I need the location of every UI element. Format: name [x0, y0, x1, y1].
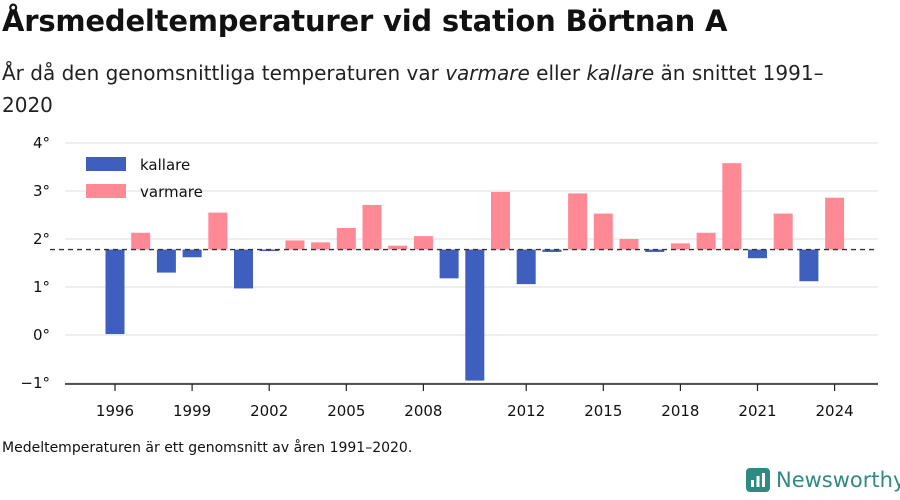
- x-tick-label: 2012: [507, 402, 545, 420]
- y-tick-label: 0°: [33, 326, 50, 344]
- y-tick-label: 3°: [33, 182, 50, 200]
- bar-2000-varmare: [208, 212, 228, 250]
- x-tick-label: 2018: [661, 402, 699, 420]
- legend-swatch-kallare: [86, 157, 126, 171]
- bar-1998-kallare: [156, 249, 176, 273]
- brand-name: Newsworthy: [776, 468, 900, 492]
- bar-2009-kallare: [439, 249, 459, 279]
- legend: kallare varmare: [86, 156, 203, 201]
- bar-2024-varmare: [825, 197, 845, 250]
- subtitle-text-2: eller: [529, 61, 587, 85]
- grid-lines: [65, 142, 878, 384]
- y-tick-label: 1°: [33, 278, 50, 296]
- subtitle-text-1: År då den genomsnittliga temperaturen va…: [2, 61, 446, 85]
- bar-1996-kallare: [105, 249, 125, 335]
- y-tick-label: 4°: [33, 134, 50, 152]
- chart-subtitle: År då den genomsnittliga temperaturen va…: [2, 57, 862, 121]
- x-tick-label: 2021: [738, 402, 776, 420]
- bar-2005-varmare: [336, 227, 356, 250]
- bar-1997-varmare: [131, 232, 151, 250]
- bar-2023-kallare: [799, 249, 819, 282]
- bar-2019-varmare: [696, 232, 716, 250]
- axes: 4° 3° 2° 1° 0° −1° 1996 1999 2002 2005 2008 2012 201…: [20, 134, 878, 420]
- bar-2004-varmare: [311, 242, 331, 250]
- x-tick-label: 1996: [96, 402, 134, 420]
- legend-swatch-varmare: [86, 184, 126, 198]
- temperature-bar-chart: 4° 3° 2° 1° 0° −1° 1996 1999 2002 2005 2008 2012 201…: [20, 134, 878, 420]
- bars: [105, 163, 845, 381]
- bar-2011-varmare: [491, 191, 510, 250]
- x-tick-label: 1999: [173, 402, 211, 420]
- bar-2002-kallare: [259, 249, 279, 252]
- chart-title: Årsmedeltemperaturer vid station Börtnan…: [2, 4, 728, 38]
- bar-2020-varmare: [722, 163, 742, 250]
- bar-1999-kallare: [182, 249, 202, 258]
- bar-2021-kallare: [748, 249, 767, 259]
- subtitle-cold-word: kallare: [586, 61, 655, 85]
- bar-2012-kallare: [516, 249, 536, 285]
- bar-2018-varmare: [670, 243, 690, 250]
- bar-2015-varmare: [593, 213, 613, 250]
- x-tick-label: 2008: [404, 402, 442, 420]
- y-tick-label: 2°: [33, 230, 50, 248]
- bar-2017-kallare: [645, 249, 665, 252]
- bar-2016-varmare: [619, 239, 639, 250]
- footnote: Medeltemperaturen är ett genomsnitt av å…: [2, 440, 413, 456]
- legend-label-kallare: kallare: [140, 156, 190, 174]
- bar-2013-kallare: [542, 249, 562, 252]
- bar-2022-varmare: [773, 213, 793, 250]
- bar-2001-kallare: [234, 249, 253, 289]
- bar-2003-varmare: [285, 240, 305, 250]
- bar-2006-varmare: [362, 204, 382, 250]
- bar-chart-logo-icon: [746, 468, 770, 492]
- bar-2008-varmare: [413, 236, 433, 250]
- legend-label-varmare: varmare: [140, 183, 203, 201]
- bar-2007-varmare: [388, 245, 408, 250]
- subtitle-text-3: än snittet 1991–2020: [2, 61, 824, 117]
- x-tick-label: 2024: [816, 402, 854, 420]
- x-tick-label: 2002: [250, 402, 288, 420]
- subtitle-warm-word: varmare: [445, 61, 530, 85]
- y-tick-label: −1°: [20, 374, 50, 392]
- bar-2010-kallare: [465, 249, 485, 381]
- newsworthy-brand: Newsworthy: [746, 468, 900, 492]
- x-tick-label: 2005: [327, 402, 365, 420]
- bar-2014-varmare: [568, 193, 588, 250]
- x-tick-label: 2015: [584, 402, 622, 420]
